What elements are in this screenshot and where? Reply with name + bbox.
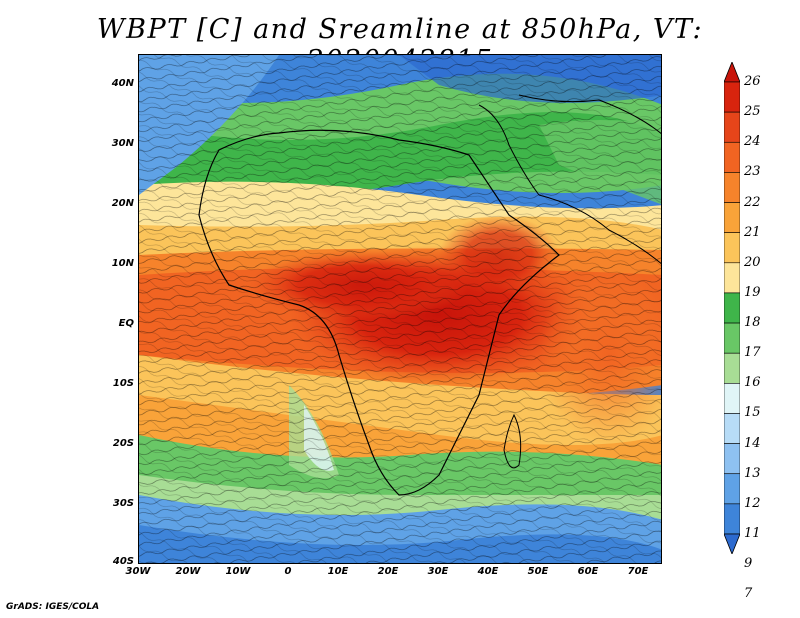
colorbar-label: 22 bbox=[744, 194, 761, 210]
colorbar-bottom-triangle bbox=[724, 533, 740, 554]
colorbar-swatch bbox=[724, 292, 740, 324]
colorbar-swatch bbox=[724, 262, 740, 294]
colorbar-top-triangle bbox=[724, 62, 740, 83]
lat-label: 10N bbox=[111, 258, 134, 269]
lon-label: 10W bbox=[225, 566, 251, 577]
colorbar-label: 11 bbox=[744, 526, 761, 541]
colorbar-label: 16 bbox=[744, 375, 761, 391]
lat-label: 20N bbox=[111, 198, 134, 209]
colorbar-swatch bbox=[724, 172, 740, 203]
lat-label: 30S bbox=[112, 498, 134, 509]
lon-label: 70E bbox=[627, 566, 649, 577]
lat-label: 40N bbox=[111, 78, 134, 89]
colorbar-label: 17 bbox=[744, 345, 761, 361]
lon-label: 20E bbox=[377, 566, 399, 577]
map-panel bbox=[138, 54, 662, 564]
colorbar-swatch bbox=[724, 383, 740, 414]
colorbar-swatch bbox=[724, 141, 740, 173]
colorbar bbox=[724, 62, 740, 554]
colorbar-label: 14 bbox=[744, 435, 761, 451]
colorbar-label: 7 bbox=[744, 586, 753, 602]
colorbar-label: 26 bbox=[744, 74, 761, 89]
colorbar-swatch bbox=[724, 413, 740, 444]
colorbar-label: 15 bbox=[744, 405, 761, 421]
lat-label: EQ bbox=[118, 318, 134, 329]
lat-label: 30N bbox=[111, 138, 134, 149]
lon-label: 20W bbox=[175, 566, 201, 577]
lon-label: 0 bbox=[284, 566, 292, 577]
colorbar-label: 23 bbox=[744, 164, 761, 180]
lon-label: 60E bbox=[577, 566, 599, 577]
colorbar-label: 25 bbox=[744, 104, 761, 120]
colorbar-swatch bbox=[724, 322, 740, 354]
colorbar-swatch bbox=[724, 111, 740, 143]
colorbar-label: 21 bbox=[744, 224, 761, 240]
colorbar-swatch bbox=[724, 232, 740, 264]
grads-credit: GrADS: IGES/COLA bbox=[6, 602, 100, 612]
colorbar-swatch bbox=[724, 81, 740, 113]
colorbar-label: 19 bbox=[744, 284, 761, 300]
colorbar-label: 20 bbox=[744, 254, 761, 270]
lon-label: 30E bbox=[427, 566, 449, 577]
colorbar-swatch bbox=[724, 202, 740, 233]
colorbar-label: 13 bbox=[744, 465, 761, 481]
colorbar-swatch bbox=[724, 443, 740, 475]
colorbar-label: 24 bbox=[744, 134, 761, 150]
colorbar-label: 12 bbox=[744, 495, 761, 511]
colorbar-label: 9 bbox=[744, 556, 753, 572]
lat-label: 20S bbox=[112, 438, 134, 449]
lon-label: 50E bbox=[527, 566, 549, 577]
lon-label: 10E bbox=[327, 566, 349, 577]
wbpt-streamline-map bbox=[139, 55, 661, 563]
lat-label: 40S bbox=[112, 556, 134, 567]
lon-label: 40E bbox=[477, 566, 499, 577]
colorbar-swatch bbox=[724, 352, 740, 384]
colorbar-label: 18 bbox=[744, 315, 761, 331]
lon-label: 30W bbox=[125, 566, 151, 577]
colorbar-swatch bbox=[724, 473, 740, 505]
lat-label: 10S bbox=[112, 378, 134, 389]
colorbar-swatch bbox=[724, 503, 740, 535]
